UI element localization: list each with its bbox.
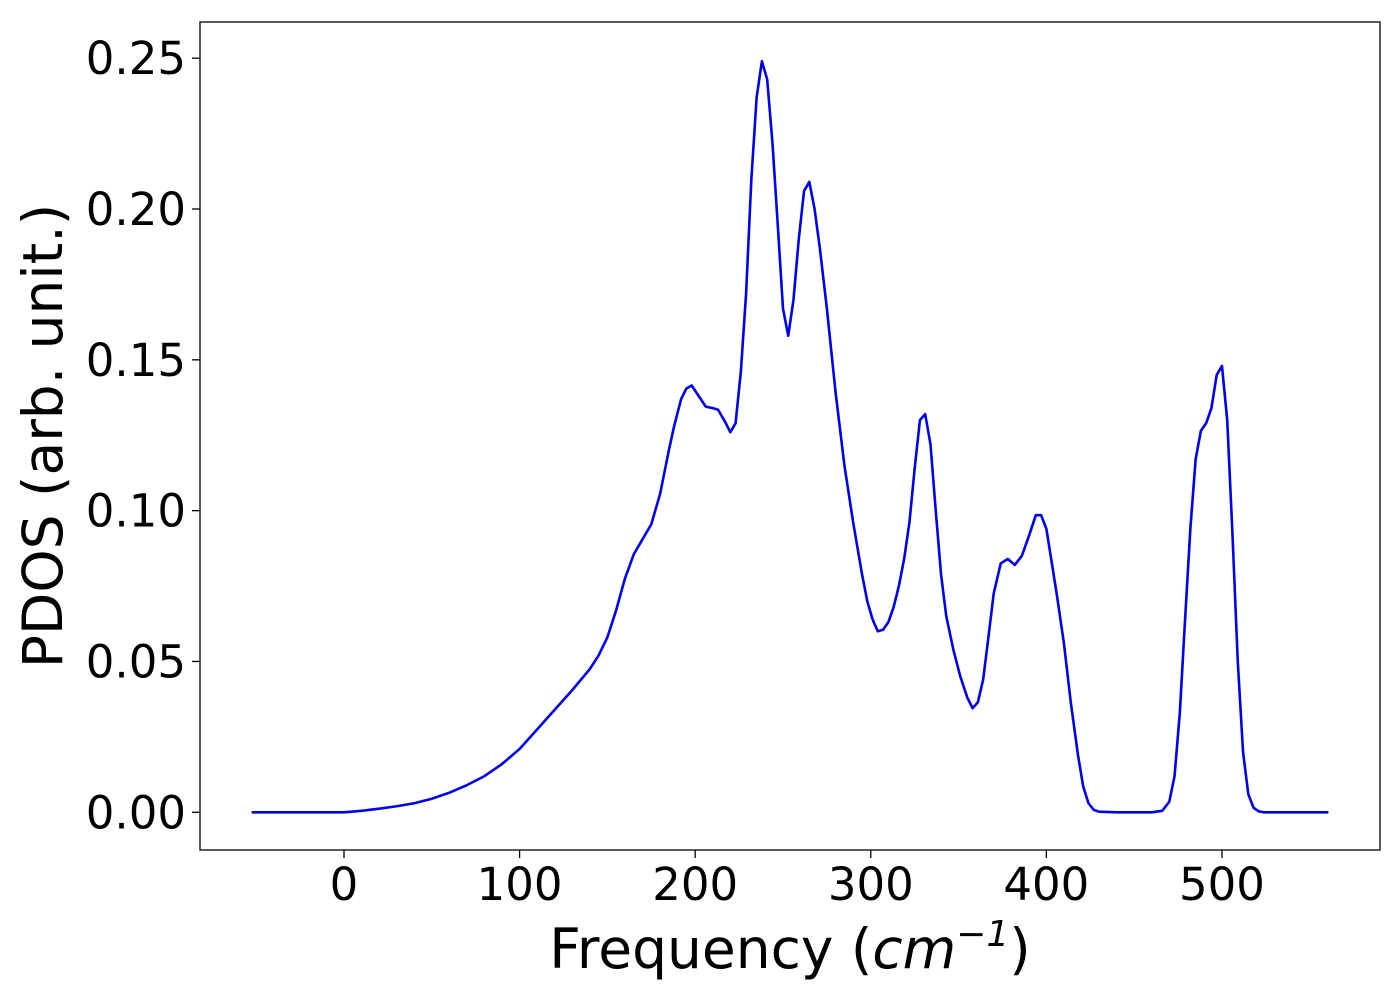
x-axis-ticks: 0 100 200 300 400 500 xyxy=(330,850,1265,911)
x-axis-label-suffix: ) xyxy=(1009,917,1030,981)
y-tick-label: 0.25 xyxy=(86,32,186,85)
y-axis-ticks: 0.00 0.05 0.10 0.15 0.20 0.25 xyxy=(86,32,200,839)
x-axis-label-exponent: −1 xyxy=(956,914,1009,955)
x-tick-label: 500 xyxy=(1179,858,1265,911)
x-tick-label: 100 xyxy=(477,858,563,911)
y-tick-label: 0.15 xyxy=(86,334,186,387)
y-tick-label: 0.00 xyxy=(86,786,186,839)
pdos-series-line xyxy=(251,59,1329,814)
x-tick-label: 200 xyxy=(652,858,738,911)
x-axis-label: Frequency (cm−1) xyxy=(549,914,1030,981)
plot-area xyxy=(199,21,1381,851)
y-tick-label: 0.05 xyxy=(86,635,186,688)
plot-frame xyxy=(199,21,1381,851)
x-axis-label-prefix: Frequency ( xyxy=(549,917,872,981)
x-tick-label: 300 xyxy=(828,858,914,911)
x-tick-label: 400 xyxy=(1003,858,1089,911)
x-tick-label: 0 xyxy=(330,858,359,911)
y-axis-label: PDOS (arb. unit.) xyxy=(11,204,75,668)
series-layer xyxy=(251,59,1329,814)
y-tick-label: 0.20 xyxy=(86,183,186,236)
y-tick-label: 0.10 xyxy=(86,485,186,538)
x-axis-label-unit: cm xyxy=(872,917,956,981)
